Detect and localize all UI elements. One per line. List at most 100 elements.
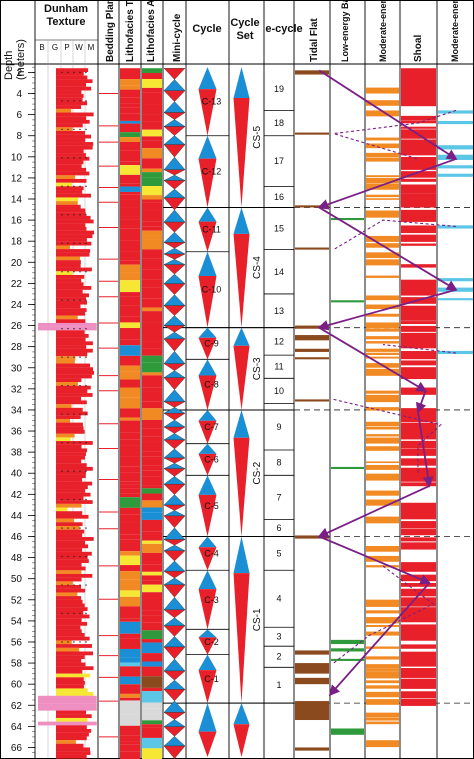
facies-band [366, 322, 399, 329]
texture-bar [56, 274, 85, 279]
texture-bar [56, 636, 90, 641]
depth-tick-label: 52 [11, 595, 23, 606]
shoal-band [401, 264, 436, 268]
facies-block [142, 552, 162, 565]
minicycle-regressive [163, 439, 186, 450]
texture-bar [56, 182, 73, 187]
cycle-deepening-tail [198, 703, 217, 732]
litho-assoc-header: Lithofacies Association [146, 0, 157, 62]
cycle-shallowing-C-6 [198, 453, 217, 476]
facies-block [142, 387, 162, 392]
facies-block [120, 161, 140, 166]
foreshoal-band [438, 110, 473, 114]
minicycle-regressive [163, 689, 186, 702]
minicycle-regressive [163, 670, 186, 681]
tidal-flat-band [295, 325, 329, 329]
texture-bar [56, 385, 91, 390]
shoal-band [401, 184, 436, 194]
cycleset-label: CS-4 [252, 256, 263, 279]
texture-bar [56, 551, 92, 556]
texture-bar [56, 134, 92, 139]
facies-block [142, 121, 162, 130]
facies-block [120, 735, 140, 742]
texture-bar [56, 647, 80, 652]
facies-block [120, 466, 140, 473]
tidal-flat-band [295, 247, 329, 250]
facies-block [120, 481, 140, 485]
texture-bar [56, 500, 93, 504]
depth-tick-label: 60 [11, 680, 23, 691]
depth-tick-label: 4 [16, 89, 22, 100]
facies-block [142, 465, 162, 471]
texture-bar [56, 754, 87, 759]
modfore-header: Moderate-energy Foreshoal [450, 0, 460, 62]
grain-dot [67, 100, 69, 102]
grain-dot [73, 100, 75, 102]
facies-block [120, 606, 140, 619]
facies-block [120, 123, 140, 133]
cycleset-shallowing [233, 233, 250, 328]
cycle-shallowing-C-12 [198, 158, 217, 208]
facies-block [142, 348, 162, 356]
minor-facies-trend [382, 344, 457, 354]
facies-band [366, 348, 399, 352]
minicycle-regressive [163, 126, 186, 136]
texture-bar [56, 562, 82, 567]
facies-block [142, 493, 162, 501]
texture-bar [56, 112, 94, 117]
minicycle-regressive [163, 325, 186, 333]
facies-block [120, 165, 140, 175]
facies-band [366, 490, 399, 496]
facies-block [120, 216, 140, 220]
cycle-label: C-2 [204, 637, 219, 647]
texture-bar [56, 455, 85, 460]
texture-bar [56, 300, 87, 305]
texture-bar [56, 156, 90, 161]
texture-bar [56, 625, 81, 630]
minicycle-header: Mini-cycle [172, 13, 183, 62]
texture-bar [56, 651, 94, 656]
texture-bar [56, 278, 82, 283]
facies-block [142, 258, 162, 270]
cycleset-deepening [233, 67, 250, 99]
facies-block [120, 251, 140, 261]
facies-block [120, 280, 140, 293]
shoal-band [401, 325, 436, 332]
minicycle-regressive [163, 283, 186, 295]
texture-bar [56, 496, 84, 501]
shoal-band [401, 542, 436, 550]
minicycle-regressive [163, 242, 186, 249]
texture-bar [56, 86, 92, 91]
shoal-band [401, 360, 436, 366]
texture-bar [56, 573, 93, 578]
ecycle-label: 4 [276, 594, 281, 604]
facies-block [120, 460, 140, 467]
texture-bar [56, 260, 81, 264]
minicycle-regressive [163, 609, 186, 619]
grain-dot [67, 498, 69, 501]
facies-block [142, 724, 162, 728]
facies-block [142, 73, 162, 80]
texture-bar [56, 267, 92, 272]
texture-bar [56, 297, 86, 301]
texture-bar [56, 271, 73, 276]
depth-tick-label: 42 [11, 490, 23, 501]
facies-block [120, 141, 140, 151]
grain-dot [79, 71, 81, 74]
facies-block [120, 292, 140, 297]
texture-bar [56, 533, 83, 538]
texture-bar [56, 190, 83, 194]
facies-block [142, 485, 162, 489]
texture-bar [56, 245, 70, 250]
tidal-flat-band [295, 663, 329, 674]
grain-dot [79, 441, 81, 444]
texture-bar [56, 429, 85, 434]
texture-bar [56, 477, 83, 482]
facies-block [120, 693, 140, 698]
facies-block [142, 79, 162, 88]
facies-block [142, 375, 162, 388]
facies-band [366, 328, 399, 332]
texture-bar [56, 289, 83, 294]
ecycle-label: 2 [276, 652, 281, 662]
depth-tick-label: 8 [16, 131, 22, 142]
